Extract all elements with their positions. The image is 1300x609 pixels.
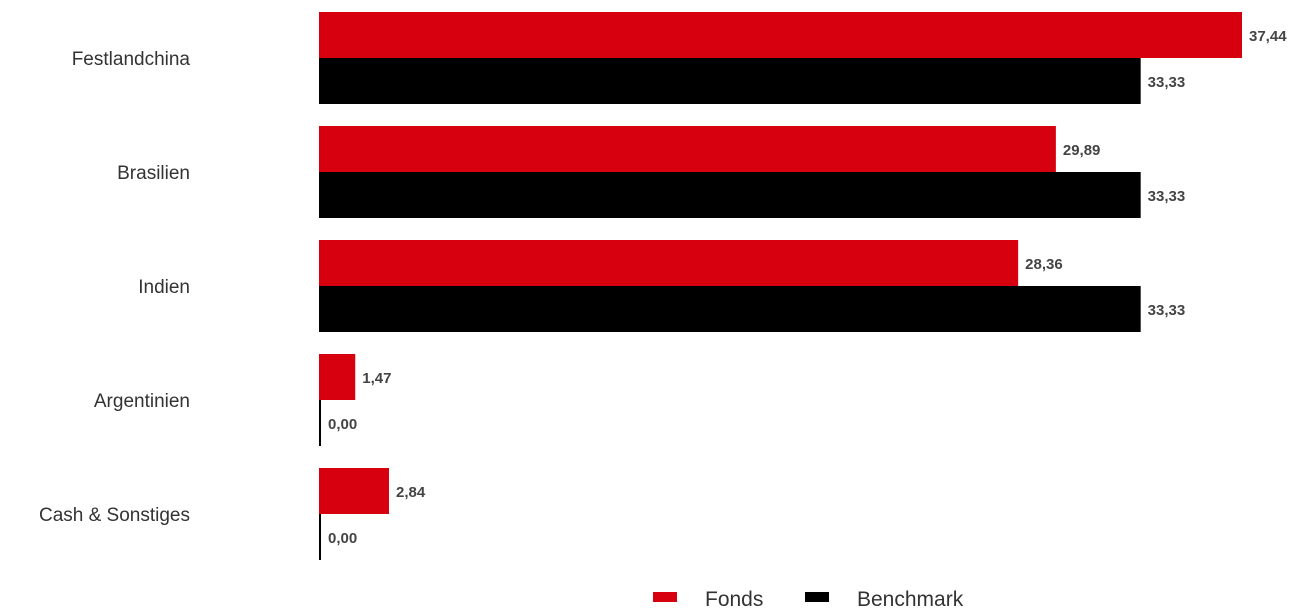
bar-benchmark-indien: [319, 286, 1141, 332]
bar-fonds-indien: [319, 240, 1019, 286]
category-label-festlandchina: Festlandchina: [72, 49, 191, 70]
value-label-fonds-argentinien: 1,47: [362, 370, 391, 387]
legend-label-benchmark: Benchmark: [857, 588, 964, 609]
value-label-fonds-festlandchina: 37,44: [1249, 28, 1287, 45]
category-label-argentinien: Argentinien: [94, 391, 190, 412]
value-label-fonds-brasilien: 29,89: [1063, 142, 1101, 159]
bar-benchmark-argentinien: [319, 400, 321, 446]
bar-benchmark-festlandchina: [319, 58, 1141, 104]
category-label-brasilien: Brasilien: [117, 163, 190, 184]
value-labels: 37,44 33,33 29,89 33,33 28,36 33,33 1,47 0,00 2,…: [328, 28, 1287, 547]
value-label-benchmark-brasilien: 33,33: [1148, 188, 1186, 205]
value-label-benchmark-festlandchina: 33,33: [1148, 74, 1186, 91]
legend: Fonds Benchmark: [653, 588, 964, 609]
category-label-cash-sonstiges: Cash & Sonstiges: [39, 505, 190, 526]
category-labels: Festlandchina Brasilien Indien Argentinien C…: [39, 49, 190, 526]
bar-fonds-argentinien: [319, 354, 356, 400]
legend-swatch-benchmark: [805, 592, 829, 602]
legend-swatch-fonds: [653, 592, 677, 602]
value-label-benchmark-indien: 33,33: [1148, 302, 1186, 319]
bar-benchmark-brasilien: [319, 172, 1141, 218]
value-label-benchmark-cash-sonstiges: 0,00: [328, 530, 357, 547]
bar-fonds-festlandchina: [319, 12, 1242, 58]
value-label-fonds-cash-sonstiges: 2,84: [396, 484, 426, 501]
value-label-benchmark-argentinien: 0,00: [328, 416, 357, 433]
bar-fonds-cash-sonstiges: [319, 468, 390, 514]
bars-group: [319, 12, 1242, 560]
category-label-indien: Indien: [138, 277, 190, 298]
legend-label-fonds: Fonds: [705, 588, 763, 609]
bar-fonds-brasilien: [319, 126, 1056, 172]
bar-benchmark-cash-sonstiges: [319, 514, 321, 560]
value-label-fonds-indien: 28,36: [1025, 256, 1063, 273]
